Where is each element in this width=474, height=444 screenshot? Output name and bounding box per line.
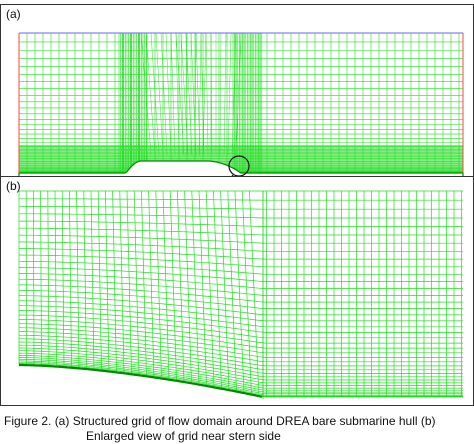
panel-b: (b) <box>0 176 474 406</box>
caption-line-1: Figure 2. (a) Structured grid of flow do… <box>4 414 436 428</box>
fan-lines <box>140 32 242 156</box>
figure-caption: Figure 2. (a) Structured grid of flow do… <box>4 414 474 444</box>
panel-a: (a) <box>0 4 474 184</box>
enlarged-grid-lines <box>18 190 463 398</box>
hull-wall-curve <box>19 363 263 398</box>
panel-b-label: (b) <box>6 179 21 193</box>
caption-line-2: Enlarged view of grid near stern side <box>86 429 281 443</box>
stern-grid <box>18 190 463 399</box>
panel-a-label: (a) <box>6 7 21 21</box>
full-domain-grid <box>18 32 464 178</box>
